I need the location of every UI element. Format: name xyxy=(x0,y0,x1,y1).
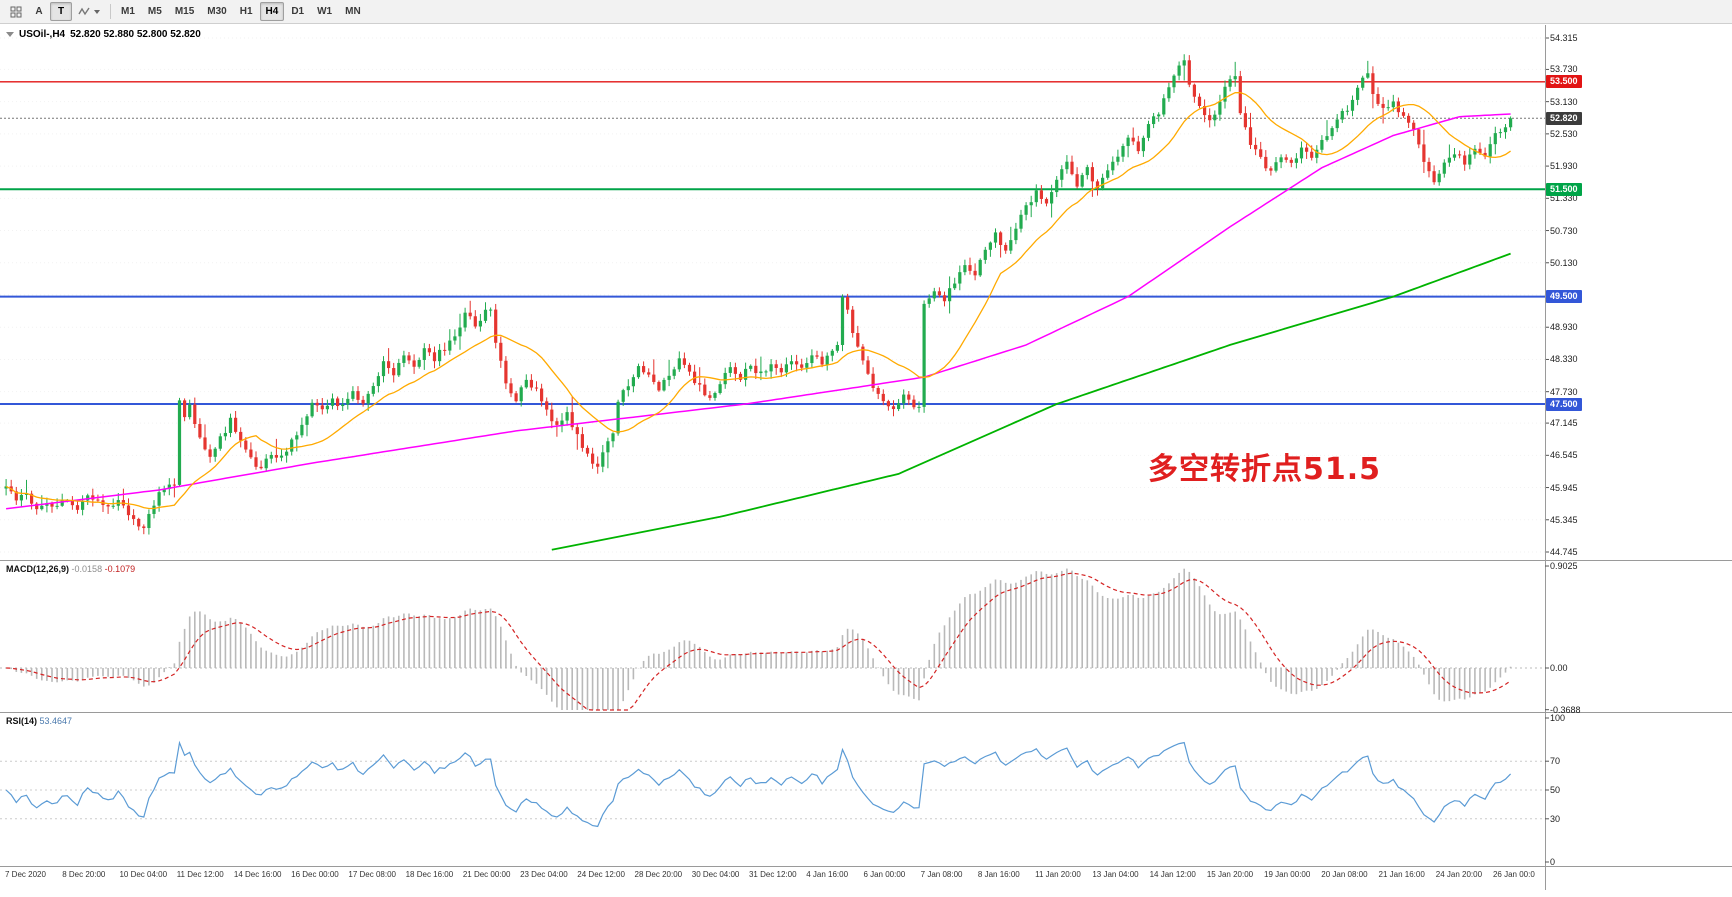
text-tool-button[interactable]: T xyxy=(50,2,72,21)
time-axis-label: 23 Dec 04:00 xyxy=(520,870,568,879)
rsi-value: 53.4647 xyxy=(39,716,73,726)
price-tag: 51.500 xyxy=(1546,182,1582,196)
rsi-name: RSI(14) xyxy=(6,716,38,726)
time-axis-label: 31 Dec 12:00 xyxy=(748,870,797,879)
price-tag: 52.820 xyxy=(1546,111,1582,125)
timeframe-h1-button[interactable]: H1 xyxy=(234,2,259,21)
ohlc-values-label: 52.820 52.880 52.800 52.820 xyxy=(70,29,201,40)
macd-label: MACD(12,26,9) -0.0158 -0.1079 xyxy=(6,564,135,574)
time-axis-label: 11 Dec 12:00 xyxy=(176,870,224,879)
price-tag: 53.500 xyxy=(1546,75,1582,89)
timeframe-m15-button[interactable]: M15 xyxy=(169,2,200,21)
y-axis-label: 45.945 xyxy=(1550,482,1578,493)
macd-name: MACD(12,26,9) xyxy=(6,564,70,574)
rsi-axis-label: 50 xyxy=(1550,785,1561,795)
chart-title: USOil-,H4 52.820 52.880 52.800 52.820 xyxy=(6,29,201,40)
toolbar: A T M1 M5 M15 M30 H1 H4 D1 W1 MN xyxy=(0,0,1732,24)
chart-list-icon-button[interactable] xyxy=(4,2,28,21)
rsi-label: RSI(14) 53.4647 xyxy=(6,716,72,726)
y-axis-label: 54.315 xyxy=(1550,33,1578,43)
price-tag: 47.500 xyxy=(1546,397,1582,411)
time-axis-label: 30 Dec 04:00 xyxy=(691,870,740,879)
macd-main-value: -0.0158 xyxy=(71,564,103,574)
zigzag-icon xyxy=(78,7,90,16)
time-axis-label: 7 Jan 08:00 xyxy=(920,870,963,879)
time-axis-label: 17 Dec 08:00 xyxy=(348,870,396,879)
time-axis-label: 10 Dec 04:00 xyxy=(119,870,168,879)
grid-icon xyxy=(10,6,22,17)
cursor-tool-label: A xyxy=(35,6,43,17)
y-axis-label: 48.330 xyxy=(1550,354,1578,365)
y-axis-label: 51.930 xyxy=(1550,161,1578,172)
time-axis-label: 15 Jan 20:00 xyxy=(1206,870,1254,879)
time-axis-label: 24 Jan 20:00 xyxy=(1435,870,1483,879)
chevron-down-icon xyxy=(94,9,100,14)
time-axis[interactable]: 7 Dec 2020 8 Dec 20:00 10 Dec 04:00 11 Dec … xyxy=(0,867,1545,889)
time-axis-label: 20 Jan 08:00 xyxy=(1321,870,1368,879)
timeframe-d1-button[interactable]: D1 xyxy=(285,2,310,21)
time-axis-label: 14 Jan 12:00 xyxy=(1149,870,1196,879)
price-tag: 49.500 xyxy=(1546,290,1582,304)
time-axis-label: 19 Jan 00:00 xyxy=(1264,870,1311,879)
macd-axis-label: 0.9025 xyxy=(1550,561,1578,572)
y-axis-label: 45.345 xyxy=(1550,514,1578,525)
y-axis-label: 47.730 xyxy=(1550,386,1578,397)
text-tool-label: T xyxy=(57,6,65,17)
time-axis-label: 24 Dec 12:00 xyxy=(577,870,625,879)
y-axis-label: 47.145 xyxy=(1550,418,1578,429)
timeframe-bar: M1 M5 M15 M30 H1 H4 D1 W1 MN xyxy=(115,2,367,21)
time-axis-label: 28 Dec 20:00 xyxy=(634,870,683,879)
time-axis-label: 11 Jan 20:00 xyxy=(1035,870,1081,879)
time-axis-label: 21 Dec 00:00 xyxy=(462,870,511,879)
y-axis-label: 44.745 xyxy=(1550,547,1578,557)
time-axis-label: 26 Jan 00:0 xyxy=(1492,870,1535,879)
y-axis-label: 46.545 xyxy=(1550,450,1578,461)
y-axis-label: 50.130 xyxy=(1550,257,1578,268)
y-axis-label: 48.930 xyxy=(1550,322,1578,333)
macd-signal-value: -0.1079 xyxy=(104,564,136,574)
timeframe-m30-button[interactable]: M30 xyxy=(201,2,232,21)
timeframe-m5-button[interactable]: M5 xyxy=(142,2,168,21)
time-axis-label: 13 Jan 04:00 xyxy=(1092,870,1139,879)
time-axis-label: 14 Dec 16:00 xyxy=(233,870,282,879)
y-axis-label: 50.730 xyxy=(1550,225,1578,236)
symbol-period-label: USOil-,H4 xyxy=(19,29,66,40)
y-axis-label: 52.530 xyxy=(1550,128,1578,139)
time-axis-label: 16 Dec 00:00 xyxy=(291,870,339,879)
line-studies-dropdown-button[interactable] xyxy=(72,2,106,21)
time-axis-label: 8 Jan 16:00 xyxy=(977,870,1020,879)
collapse-arrow-icon[interactable] xyxy=(6,32,14,37)
time-axis-label: 21 Jan 16:00 xyxy=(1378,870,1425,879)
timeframe-h4-button[interactable]: H4 xyxy=(259,2,285,21)
time-axis-label: 7 Dec 2020 xyxy=(5,870,46,879)
y-axis-label: 53.130 xyxy=(1550,96,1578,107)
time-axis-label: 8 Dec 20:00 xyxy=(62,870,106,879)
time-axis-label: 4 Jan 16:00 xyxy=(806,870,849,879)
toolbar-separator xyxy=(110,4,111,19)
y-axis-label: 53.730 xyxy=(1550,64,1578,75)
time-axis-label: 18 Dec 16:00 xyxy=(405,870,454,879)
rsi-axis-label: 30 xyxy=(1550,813,1561,824)
timeframe-m1-button[interactable]: M1 xyxy=(115,2,141,21)
timeframe-w1-button[interactable]: W1 xyxy=(311,2,338,21)
time-axis-label: 6 Jan 00:00 xyxy=(863,870,906,879)
macd-axis-label: -0.3688 xyxy=(1550,704,1581,715)
rsi-axis-label: 70 xyxy=(1550,756,1561,767)
rsi-axis-label: 100 xyxy=(1550,713,1566,723)
annotation-text: 多空转折点51.5 xyxy=(1148,452,1382,487)
macd-axis-label: 0.00 xyxy=(1550,663,1568,673)
rsi-axis-label: 0 xyxy=(1550,857,1556,867)
timeframe-mn-button[interactable]: MN xyxy=(339,2,367,21)
y-axis-label: 51.330 xyxy=(1550,193,1578,204)
cursor-tool-button[interactable]: A xyxy=(28,2,50,21)
